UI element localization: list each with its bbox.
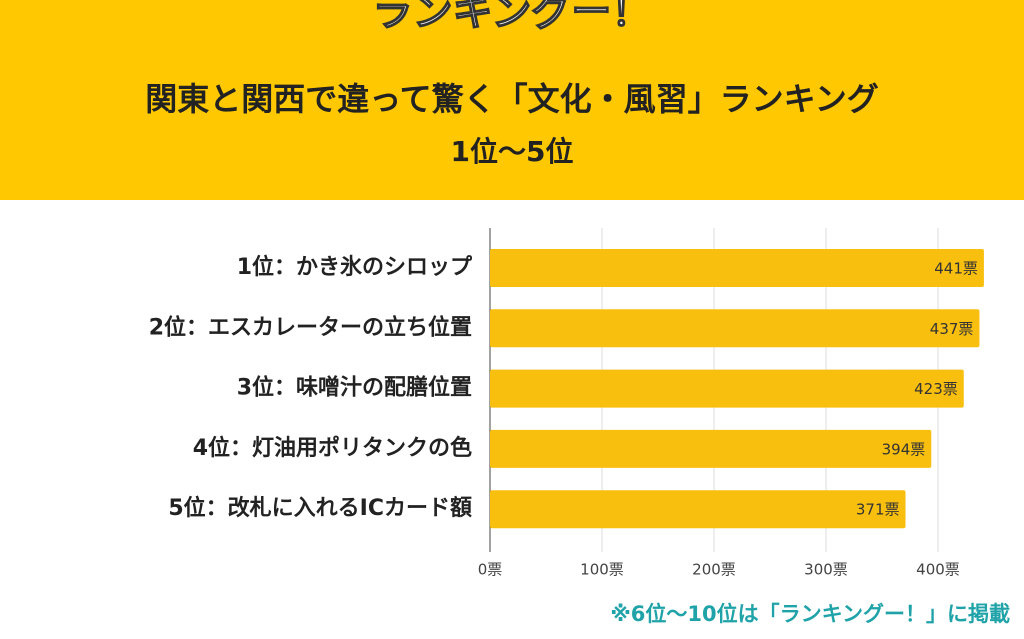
category-label: 1位：かき氷のシロップ (237, 254, 473, 280)
bar (490, 249, 984, 287)
bar (490, 429, 932, 468)
value-label: 441票 (934, 260, 978, 278)
category-label: 5位：改札に入れるICカード額 (168, 495, 472, 521)
value-label: 371票 (856, 501, 900, 519)
x-tick-label: 200票 (692, 561, 736, 579)
chart-title: 関東と関西で違って驚く「文化・風習」ランキング (145, 80, 878, 118)
category-label: 4位：灯油用ポリタンクの色 (193, 435, 472, 461)
category-label: 2位：エスカレーターの立ち位置 (149, 314, 472, 340)
logo: ランキングー！ (373, 0, 652, 35)
x-tick-label: 0票 (478, 561, 503, 579)
x-tick-label: 400票 (916, 561, 960, 579)
x-tick-label: 300票 (804, 561, 848, 579)
x-tick-label: 100票 (580, 561, 624, 579)
value-label: 394票 (882, 440, 926, 458)
header-background (0, 0, 1024, 200)
bar (490, 490, 906, 529)
value-label: 437票 (930, 320, 974, 338)
value-label: 423票 (914, 380, 958, 398)
bar (490, 309, 980, 348)
bar (490, 369, 964, 408)
footnote: ※6位～10位は「ランキングー！」に掲載 (610, 602, 1010, 626)
category-label: 3位：味噌汁の配膳位置 (237, 375, 472, 401)
chart-subtitle: 1位～5位 (451, 135, 574, 168)
